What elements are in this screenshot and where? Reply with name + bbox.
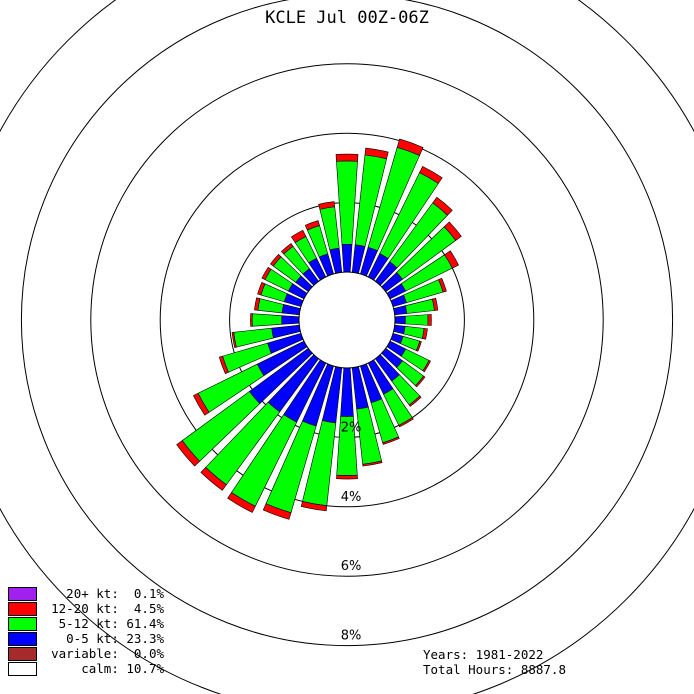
wedge-12-20kt	[176, 440, 201, 467]
legend-label: calm: 10.7%	[51, 661, 164, 676]
legend-label: 20+ kt: 0.1%	[58, 586, 164, 601]
chart-title: KCLE Jul 00Z-06Z	[265, 8, 429, 28]
wedge-12-20kt	[364, 147, 389, 160]
legend-swatch	[8, 632, 37, 646]
wedge-5-12kt	[404, 314, 429, 326]
radial-tick-label: 6%	[341, 559, 362, 574]
wedge-12-20kt	[300, 501, 328, 512]
wedge-12-20kt	[427, 314, 432, 326]
legend-label: variable: 0.0%	[51, 646, 164, 661]
wedge-12-20kt	[421, 328, 428, 340]
wedge-12-20kt	[231, 331, 237, 348]
legend-label: 0-5 kt: 23.3%	[51, 631, 164, 646]
wedge-12-20kt	[419, 166, 443, 184]
legend-swatch	[8, 602, 37, 616]
wedge-12-20kt	[415, 340, 422, 352]
legend-label: 12-20 kt: 4.5%	[51, 601, 164, 616]
calm-circle	[298, 271, 396, 369]
footer-info: Years: 1981-2022 Total Hours: 8887.8	[423, 647, 566, 677]
wedge-12-20kt	[254, 297, 261, 311]
wedge-12-20kt	[270, 253, 282, 267]
radial-tick-label: 8%	[341, 629, 362, 644]
wedge-12-20kt	[362, 460, 383, 467]
wedge-12-20kt	[443, 221, 462, 241]
legend-swatch	[8, 647, 37, 661]
wedge-12-20kt	[382, 436, 400, 445]
grid-circle	[159, 132, 535, 508]
legend-swatch	[8, 587, 37, 601]
wedge-0-5kt	[281, 304, 301, 316]
wedge-12-20kt	[422, 359, 431, 373]
wedge-12-20kt	[280, 243, 294, 255]
wedge-12-20kt	[444, 250, 459, 269]
radial-tick-label: 4%	[341, 490, 362, 505]
wedge-0-5kt	[393, 305, 408, 316]
wedge-12-20kt	[335, 153, 359, 162]
grid-circle	[90, 63, 604, 577]
wedge-12-20kt	[250, 313, 253, 327]
wedge-12-20kt	[408, 395, 422, 407]
wedge-12-20kt	[200, 466, 227, 491]
wedge-0-5kt	[340, 367, 354, 417]
wedge-12-20kt	[336, 474, 358, 480]
legend-label: 5-12 kt: 61.4%	[51, 616, 164, 631]
wedge-12-20kt	[218, 355, 229, 375]
wedge-0-5kt	[393, 324, 406, 335]
wedge-12-20kt	[227, 492, 256, 513]
wedge-12-20kt	[262, 503, 292, 520]
radial-tick-label: 2%	[341, 420, 362, 435]
wedge-5-12kt	[336, 160, 358, 245]
wedge-12-20kt	[438, 277, 447, 293]
wedge-12-20kt	[398, 417, 414, 428]
wedge-12-20kt	[432, 196, 453, 216]
wedge-12-20kt	[432, 297, 439, 311]
legend-swatch	[8, 662, 37, 676]
wedge-12-20kt	[193, 392, 210, 416]
wedge-0-5kt	[394, 315, 406, 325]
grid-circle	[20, 0, 674, 647]
wedge-12-20kt	[257, 282, 266, 296]
wedge-12-20kt	[261, 266, 272, 281]
total-hours-text: Total Hours: 8887.8	[423, 662, 566, 677]
years-text: Years: 1981-2022	[423, 647, 544, 662]
wedge-12-20kt	[318, 201, 336, 210]
wedge-5-12kt	[257, 298, 284, 314]
wedge-12-20kt	[290, 229, 307, 244]
legend-swatch	[8, 617, 37, 631]
wedge-12-20kt	[396, 138, 424, 156]
wedge-5-12kt	[403, 325, 425, 339]
wedge-12-20kt	[415, 375, 426, 388]
wedge-0-5kt	[341, 243, 353, 273]
wedge-0-5kt	[281, 315, 300, 325]
wedge-12-20kt	[304, 220, 320, 231]
wedge-5-12kt	[251, 313, 283, 327]
